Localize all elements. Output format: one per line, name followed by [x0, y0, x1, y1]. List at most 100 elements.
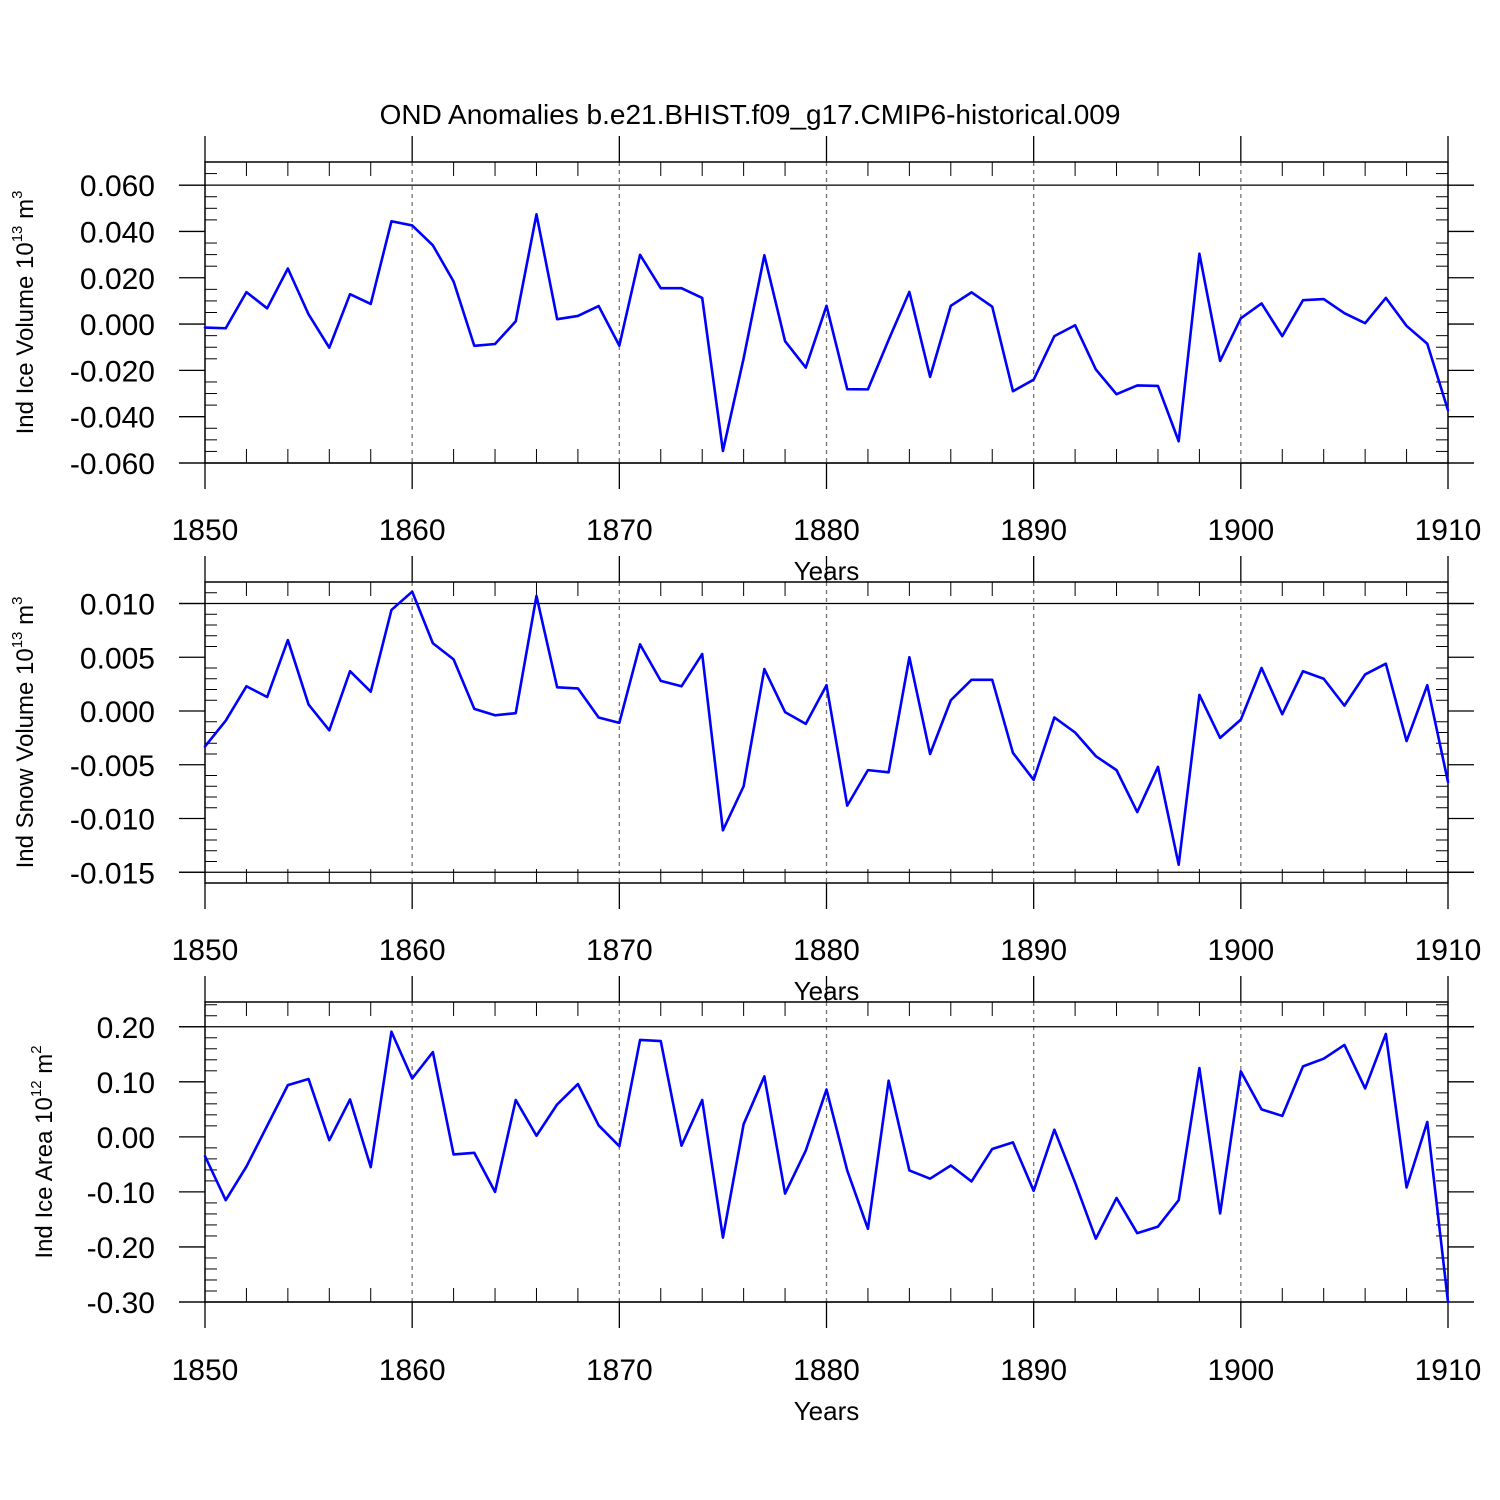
x-tick-label: 1880 [793, 514, 860, 547]
x-tick-label: 1850 [172, 934, 239, 967]
data-point [514, 712, 517, 714]
data-point [908, 656, 911, 659]
data-point [825, 1088, 828, 1091]
x-tick-label: 1910 [1415, 514, 1482, 547]
y-tick-label: 0.000 [80, 309, 155, 342]
data-point [1364, 1087, 1366, 1090]
data-point [494, 1191, 496, 1193]
data-point [763, 668, 766, 670]
data-point [1074, 1181, 1076, 1184]
data-point [1281, 1115, 1284, 1117]
data-point [1240, 1070, 1242, 1073]
data-point [535, 595, 538, 597]
data-point [1426, 684, 1429, 686]
y-tick-label: -0.10 [87, 1177, 155, 1210]
y-axis-title-part: Ind Ice Area 10 [31, 1097, 58, 1258]
data-point [1053, 1128, 1056, 1131]
data-point [1032, 1190, 1035, 1192]
data-point [1157, 385, 1159, 387]
figure-title: OND Anomalies b.e21.BHIST.f09_g17.CMIP6-… [380, 99, 1121, 130]
data-point [618, 722, 621, 724]
data-point [204, 1155, 206, 1157]
data-point [1095, 368, 1097, 371]
x-tick-label: 1890 [1000, 514, 1067, 547]
data-point [1447, 781, 1449, 783]
data-point [597, 305, 600, 307]
data-point [1115, 393, 1118, 396]
x-tick-label: 1860 [379, 1354, 446, 1387]
data-point [266, 1125, 268, 1127]
data-point [887, 771, 890, 774]
data-point [639, 254, 641, 256]
y-tick-label: 0.060 [80, 170, 155, 203]
data-point [287, 1084, 289, 1086]
x-tick-label: 1850 [172, 1354, 239, 1387]
data-point [411, 590, 413, 593]
data-point [825, 304, 828, 307]
data-point [245, 685, 248, 688]
y-tick-label: 0.10 [97, 1067, 155, 1100]
data-point [1136, 1232, 1139, 1234]
data-point [763, 1075, 766, 1078]
data-point [369, 1166, 372, 1168]
data-point [349, 670, 351, 673]
data-point [1157, 1225, 1159, 1228]
x-tick-label: 1890 [1000, 1354, 1067, 1387]
x-tick-label: 1890 [1000, 934, 1067, 967]
data-point [577, 687, 579, 690]
data-point [1136, 384, 1139, 387]
data-point [950, 304, 952, 307]
data-point [1322, 298, 1325, 300]
data-point [1364, 322, 1366, 324]
y-axis-title-superscript: 3 [9, 191, 26, 199]
data-point [204, 326, 206, 329]
data-point [1012, 752, 1014, 754]
data-point [867, 1227, 869, 1230]
y-axis-title-part: Ind Snow Volume 10 [12, 648, 39, 868]
data-point [680, 287, 683, 289]
data-point [970, 1180, 973, 1183]
data-point [266, 307, 268, 310]
data-point [432, 642, 434, 645]
data-point [1012, 390, 1014, 393]
data-point [556, 318, 558, 321]
data-point [639, 643, 641, 646]
data-point [369, 690, 372, 693]
data-point [991, 679, 994, 681]
x-axis-title: Years [794, 1396, 860, 1426]
data-point [597, 716, 600, 719]
x-tick-label: 1870 [586, 514, 653, 547]
data-point [1260, 667, 1263, 669]
data-point [1219, 1212, 1221, 1215]
data-point [887, 339, 890, 341]
data-point [411, 224, 413, 227]
data-point [1385, 1033, 1387, 1035]
data-point [784, 340, 786, 343]
data-point [1405, 740, 1408, 742]
y-axis-title-part: m [12, 605, 39, 632]
y-axis-title-superscript: 13 [9, 632, 26, 649]
data-point [1053, 335, 1056, 337]
x-tick-label: 1860 [379, 514, 446, 547]
data-point [1385, 297, 1387, 299]
data-point [1343, 1044, 1346, 1046]
data-point [514, 1099, 517, 1101]
data-point [224, 327, 227, 330]
y-tick-label: -0.010 [70, 804, 155, 837]
x-tick-label: 1860 [379, 934, 446, 967]
data-point [804, 1149, 807, 1152]
data-point [618, 1145, 621, 1148]
data-point [784, 711, 786, 713]
y-tick-label: 0.00 [97, 1122, 155, 1155]
data-point [473, 708, 476, 710]
data-point [432, 1051, 434, 1053]
data-point [577, 1083, 579, 1085]
data-point [1426, 342, 1429, 345]
data-point [473, 1152, 476, 1154]
data-point [307, 703, 310, 706]
data-point [722, 1236, 724, 1239]
data-point [742, 1123, 745, 1126]
data-point [846, 388, 849, 390]
y-tick-label: 0.010 [80, 589, 155, 622]
y-axis-title-superscript: 3 [9, 597, 26, 605]
